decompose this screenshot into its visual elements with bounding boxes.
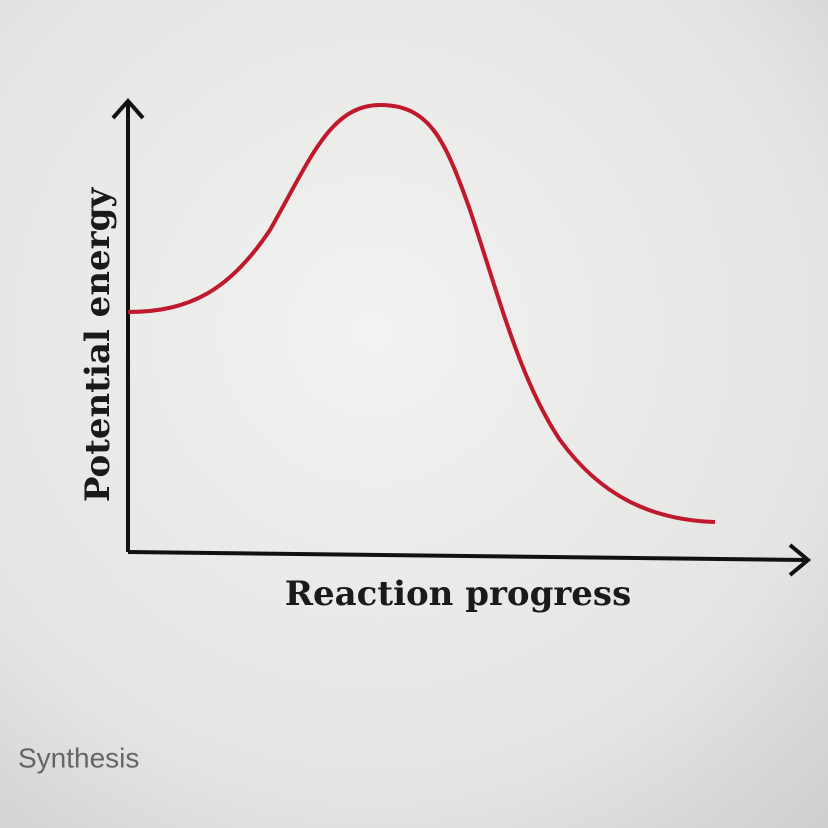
x-axis-label: Reaction progress xyxy=(285,574,631,614)
energy-diagram: Potential energy Reaction progress xyxy=(78,97,812,614)
x-axis-arrow xyxy=(788,543,812,577)
y-axis-arrow xyxy=(111,97,145,120)
x-axis xyxy=(127,550,807,562)
y-axis-label: Potential energy xyxy=(78,187,118,502)
answer-option[interactable]: Synthesis xyxy=(18,742,139,773)
energy-curve xyxy=(127,102,716,524)
